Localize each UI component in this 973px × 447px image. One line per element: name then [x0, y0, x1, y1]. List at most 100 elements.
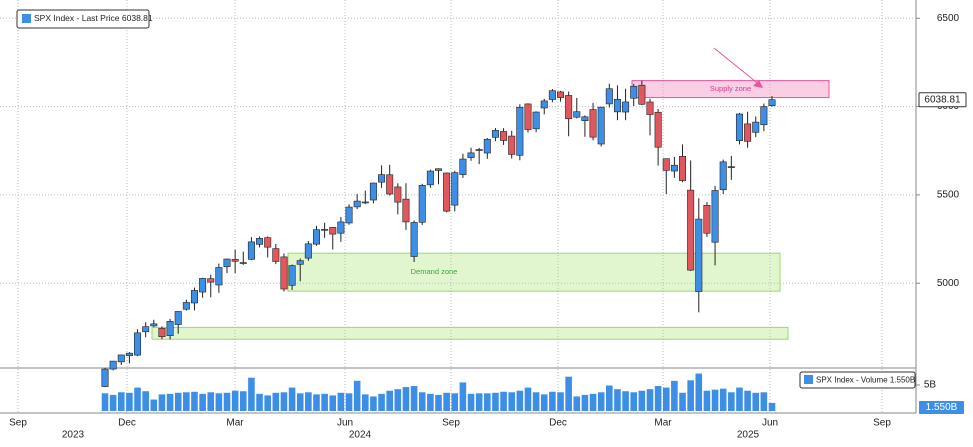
volume-bar: [516, 390, 524, 411]
candle-body: [247, 241, 255, 260]
candle-body: [630, 85, 638, 99]
volume-bar: [109, 394, 117, 411]
volume-bar: [622, 391, 629, 411]
candle-body: [150, 323, 158, 327]
candle-body: [727, 166, 735, 168]
candle-body: [557, 91, 565, 98]
candle-body: [500, 131, 508, 141]
candle-body: [605, 88, 613, 105]
candle-body: [516, 106, 524, 156]
candle-body: [101, 368, 109, 387]
volume-bar: [191, 391, 198, 411]
candle-body: [434, 168, 442, 171]
candle-body: [109, 360, 117, 370]
candle-body: [142, 326, 150, 333]
candle-body: [158, 327, 166, 338]
volume-bar: [719, 388, 727, 411]
x-tick-label: Jun: [337, 418, 353, 429]
candle-body: [207, 278, 215, 283]
candle-body: [768, 99, 776, 106]
volume-bar: [540, 394, 548, 411]
volume-bar: [760, 392, 768, 411]
volume-bar: [215, 393, 223, 411]
volume-bar: [695, 373, 703, 411]
volume-bar: [337, 392, 345, 411]
volume-bar: [418, 392, 426, 411]
volume-bar: [646, 389, 654, 411]
volume-bar: [524, 387, 532, 411]
volume-bar: [264, 395, 271, 411]
volume-bar: [248, 377, 255, 411]
candle-body: [134, 332, 142, 356]
volume-bar: [768, 402, 776, 411]
candle-body: [337, 221, 345, 234]
candle-body: [410, 222, 418, 257]
zone-label: Demand zone: [411, 267, 458, 276]
candle-body: [548, 90, 556, 100]
volume-bar: [711, 389, 719, 411]
candle-body: [670, 164, 678, 172]
candle-body: [182, 302, 190, 310]
candle-body: [508, 135, 516, 155]
volume-bar: [305, 392, 312, 411]
candle-body: [613, 99, 621, 113]
y-tick-label: 5B: [924, 380, 937, 391]
year-label: 2025: [737, 430, 760, 441]
candle-body: [679, 156, 687, 181]
volume-bar: [492, 392, 499, 411]
volume-bar: [589, 393, 597, 411]
x-tick-label: Sep: [442, 418, 460, 429]
volume-bar: [142, 391, 149, 411]
candle-body: [695, 218, 703, 292]
volume-bar: [239, 391, 247, 411]
candle-body: [646, 101, 654, 115]
marks: [101, 80, 776, 411]
legend-swatch: [804, 375, 813, 384]
volume-bar: [174, 392, 182, 411]
volume-bar: [321, 393, 328, 411]
volume-bar: [638, 390, 646, 411]
volume-bar: [410, 386, 418, 411]
candle-body: [280, 256, 288, 290]
volume-bar: [370, 396, 377, 411]
candle-body: [223, 258, 231, 267]
volume-bar: [744, 390, 751, 411]
volume-bar: [451, 393, 459, 411]
zone: [151, 326, 789, 340]
volume-bar: [662, 387, 670, 411]
candle-body: [264, 237, 272, 248]
volume-bar: [117, 392, 125, 411]
candle-body: [532, 111, 540, 130]
candle-body: [589, 109, 597, 138]
volume-bar: [573, 396, 581, 411]
last-price-label: 6038.81: [924, 94, 961, 105]
volume-bar: [459, 382, 467, 411]
volume-bar: [101, 393, 109, 411]
x-tick-label: Sep: [873, 418, 891, 429]
candle-body: [475, 149, 483, 151]
candle-body: [752, 121, 760, 133]
volume-bar: [597, 392, 605, 411]
volume-bar: [508, 392, 516, 411]
volume-bar: [378, 393, 385, 411]
volume-bar: [288, 387, 296, 411]
candle-body: [573, 111, 581, 118]
candle-body: [483, 138, 491, 154]
volume-bar: [581, 394, 589, 411]
volume-bar: [150, 399, 158, 411]
candle-body: [467, 152, 475, 158]
volume-bar: [427, 393, 434, 411]
volume-bar: [475, 393, 483, 411]
legend-text: SPX Index - Volume 1.550B: [816, 376, 915, 385]
candle-body: [215, 267, 223, 286]
candle-body: [451, 172, 459, 206]
zone: [287, 252, 781, 292]
annotation-arrowhead: [753, 80, 763, 88]
volume-bar: [223, 392, 231, 411]
legend-value: 1.550B: [890, 376, 915, 385]
volume-bar: [728, 392, 735, 411]
legend-name: SPX Index - Last Price: [34, 13, 120, 23]
candle-body: [597, 106, 605, 145]
candle-body: [703, 205, 711, 234]
